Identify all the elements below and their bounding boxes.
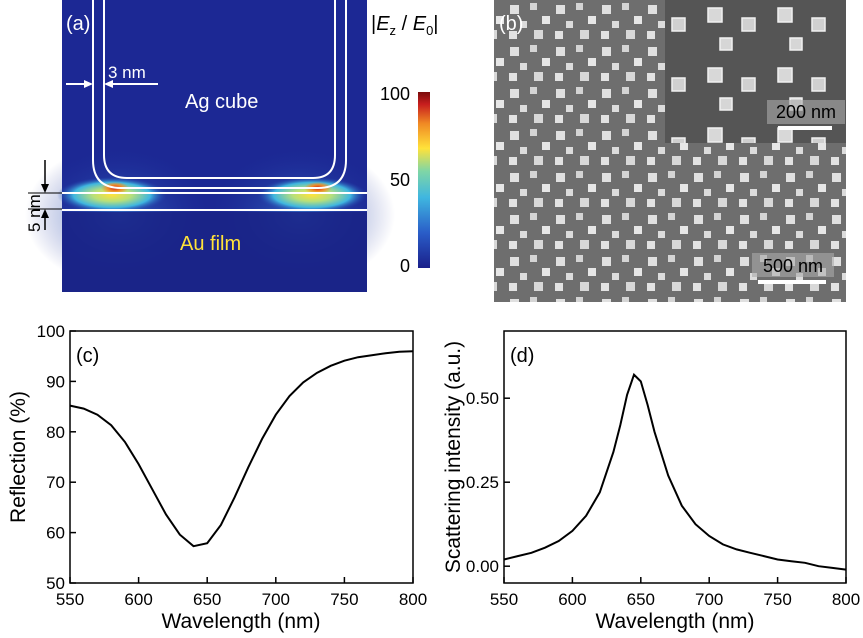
chart-c-ytick-label: 60 (46, 524, 65, 543)
chart-d-ytick-label: 0.00 (466, 557, 499, 576)
panel-b: (b) 200 nm 500 nm (494, 0, 846, 302)
chart-c-ytick-label: 70 (46, 473, 65, 492)
gap-dimension: 3 nm (108, 63, 146, 82)
panel-b-label: (b) (499, 13, 523, 35)
chart-c-xtick-label: 550 (56, 590, 84, 609)
chart-d-xtick-label: 650 (627, 590, 655, 609)
inset-scalebar-label: 200 nm (776, 102, 836, 122)
chart-c-frame (69, 330, 414, 584)
chart-d-frame (503, 330, 847, 584)
chart-c-ticks: 550 600 650 700 750 800 50 60 70 80 90 100 (37, 322, 428, 609)
chart-c-ytick-label: 80 (46, 423, 65, 442)
cube-outline-inner (103, 0, 336, 179)
chart-d-ticks: 550 600 650 700 750 800 0.00 0.25 0.50 (466, 389, 860, 609)
dim-arrowhead-left (84, 80, 93, 88)
film-gap-dimension-marker: 5 nm (25, 160, 62, 232)
colorbar-title: |Ez / E0| (371, 13, 439, 38)
hotspot-left (57, 177, 167, 213)
chart-d-series-line (503, 372, 847, 571)
chart-c-xlabel: Wavelength (nm) (161, 610, 320, 633)
panel-a-label: (a) (66, 13, 90, 35)
chart-d-xtick-label: 800 (832, 590, 860, 609)
hotspot-right (257, 177, 367, 213)
film-gap-dimension: 5 nm (25, 194, 44, 232)
main-scalebar (758, 280, 826, 284)
chart-c-ytick-label: 100 (37, 322, 65, 341)
colorbar-tick-50: 50 (390, 170, 410, 190)
chart-c-xtick-label: 750 (330, 590, 358, 609)
chart-d-xtick-label: 550 (490, 590, 518, 609)
chart-d-xtick-label: 600 (558, 590, 586, 609)
chart-d-xtick-label: 700 (695, 590, 723, 609)
dim-arrowhead-right (104, 80, 113, 88)
cube-label: Ag cube (185, 91, 258, 113)
chart-c-ytick-label: 90 (46, 372, 65, 391)
main-scalebar-label-bg (752, 253, 834, 277)
chart-c-series-line (69, 350, 414, 548)
chart-c-panel-label: (c) (76, 345, 99, 367)
chart-d-ytick-label: 0.50 (466, 389, 499, 408)
chart-c-xtick-label: 800 (399, 590, 427, 609)
colorbar: |Ez / E0| 100 50 0 (371, 13, 439, 276)
chart-c-ytick-label: 50 (46, 574, 65, 593)
chart-c: (c) 550 600 650 700 750 800 50 60 70 80 90 100 Wave… (7, 322, 427, 633)
chart-c-xtick-label: 650 (193, 590, 221, 609)
panel-a: (a) Ag cube Au film 3 nm (25, 0, 395, 292)
chart-c-xtick-label: 600 (124, 590, 152, 609)
colorbar-tick-0: 0 (400, 256, 410, 276)
chart-c-ylabel: Reflection (%) (7, 391, 30, 523)
chart-d-panel-label: (d) (510, 345, 534, 367)
gold-film (62, 212, 367, 292)
cube-outline-outer (92, 0, 347, 189)
chart-d-ylabel: Scattering intensity (a.u.) (442, 341, 465, 573)
inset-scalebar-label-bg (767, 100, 845, 124)
chart-c-xtick-label: 700 (262, 590, 290, 609)
main-scalebar-label: 500 nm (763, 256, 823, 276)
chart-d-ytick-label: 0.25 (466, 473, 499, 492)
chart-d-xtick-label: 750 (763, 590, 791, 609)
colorbar-scale (418, 92, 430, 268)
film-label: Au film (180, 233, 241, 255)
chart-d-xlabel: Wavelength (nm) (595, 610, 754, 633)
chart-d: (d) 550 600 650 700 750 800 0.00 0.25 0.50 Wavel… (442, 330, 860, 633)
inset-scalebar (778, 126, 832, 130)
colorbar-tick-100: 100 (380, 84, 410, 104)
